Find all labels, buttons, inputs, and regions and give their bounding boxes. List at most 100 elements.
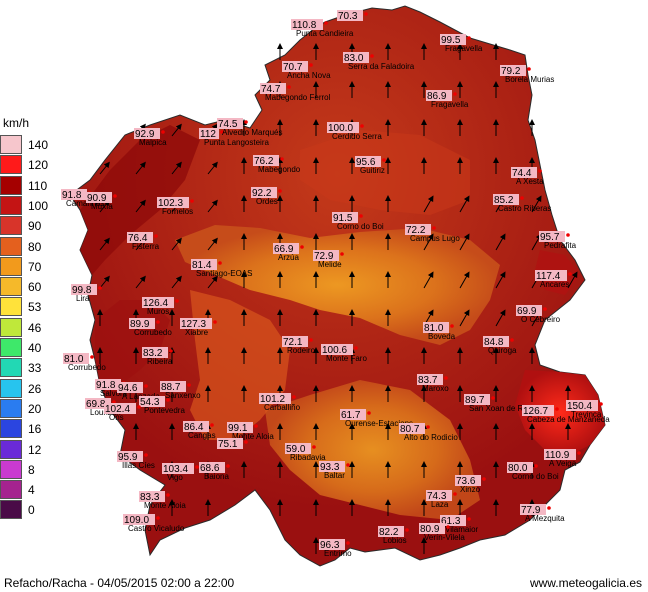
station-name: Xinzo [460,485,481,494]
station-marker[interactable]: 69.9O Cebreiro [516,305,561,324]
station-dot [287,85,291,89]
station-value-bg [259,393,291,404]
station-marker[interactable]: 77.9A Mezquita [520,504,565,523]
station-dot [156,320,160,324]
station-marker[interactable]: 75.1 [217,438,248,450]
station-dot [432,226,436,230]
wind-arrow [495,309,506,327]
station-name: Ons [109,413,124,422]
station-dot [195,465,199,469]
station-value: 103.4 [163,464,188,475]
station-value: 75.1 [218,439,238,450]
station-dot [405,528,409,532]
station-marker[interactable]: 70.3 [337,10,368,22]
station-value: 66.9 [274,244,294,255]
station-value-bg [483,336,509,347]
station-value-bg [507,462,533,473]
station-dot [90,355,94,359]
station-marker[interactable]: 110.9A Veiga [544,449,581,468]
wind-arrow [459,271,470,289]
station-value-bg [139,396,165,407]
legend-label: 90 [28,219,42,234]
station-value-bg [129,318,155,329]
station-value: 74.5 [218,119,238,130]
station-name: Campus Lugo [410,234,460,243]
station-value-bg [321,344,353,355]
wind-arrows [97,43,578,554]
station-value: 61.3 [441,516,461,527]
station-name: Ancares [540,280,569,289]
wind-arrow [171,275,182,289]
station-value: 74.4 [512,168,532,179]
station-dot [312,445,316,449]
station-marker[interactable]: 74.4A Xesta [511,167,544,186]
site-url[interactable]: www.meteogalicia.es [529,576,642,590]
station-name: Lobios [383,536,407,545]
station-value: 81.4 [192,260,212,271]
legend-swatch [0,175,22,195]
station-value: 80.7 [400,424,420,435]
